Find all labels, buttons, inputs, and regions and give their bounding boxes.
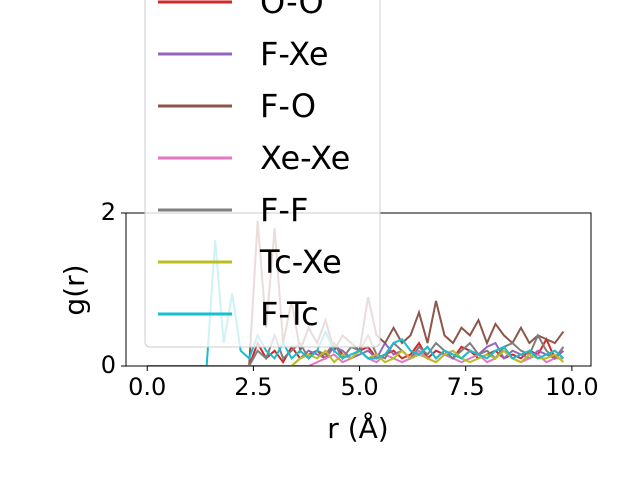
x-tick-label: 5.0 [340,373,378,401]
y-tick-label: 2 [101,198,116,226]
series-line [147,349,565,366]
legend-label: F-O [260,87,316,125]
x-tick-label: 10.0 [545,373,598,401]
series-line [147,341,565,366]
legend-label: Tc-Xe [259,243,342,281]
legend-label: O-O [260,0,324,21]
legend-label: F-F [260,191,308,229]
y-tick-label: 0 [101,351,116,379]
x-tick-label: 7.5 [447,373,485,401]
x-tick-label: 2.5 [234,373,272,401]
x-tick-label: 0.0 [128,373,166,401]
legend-label: F-Tc [260,295,319,333]
legend-box [144,0,381,348]
x-axis-label: r (Å) [327,411,388,445]
y-axis-label: g(r) [58,264,91,315]
legend-label: F-Xe [260,35,329,73]
legend-label: Xe-Xe [260,139,350,177]
